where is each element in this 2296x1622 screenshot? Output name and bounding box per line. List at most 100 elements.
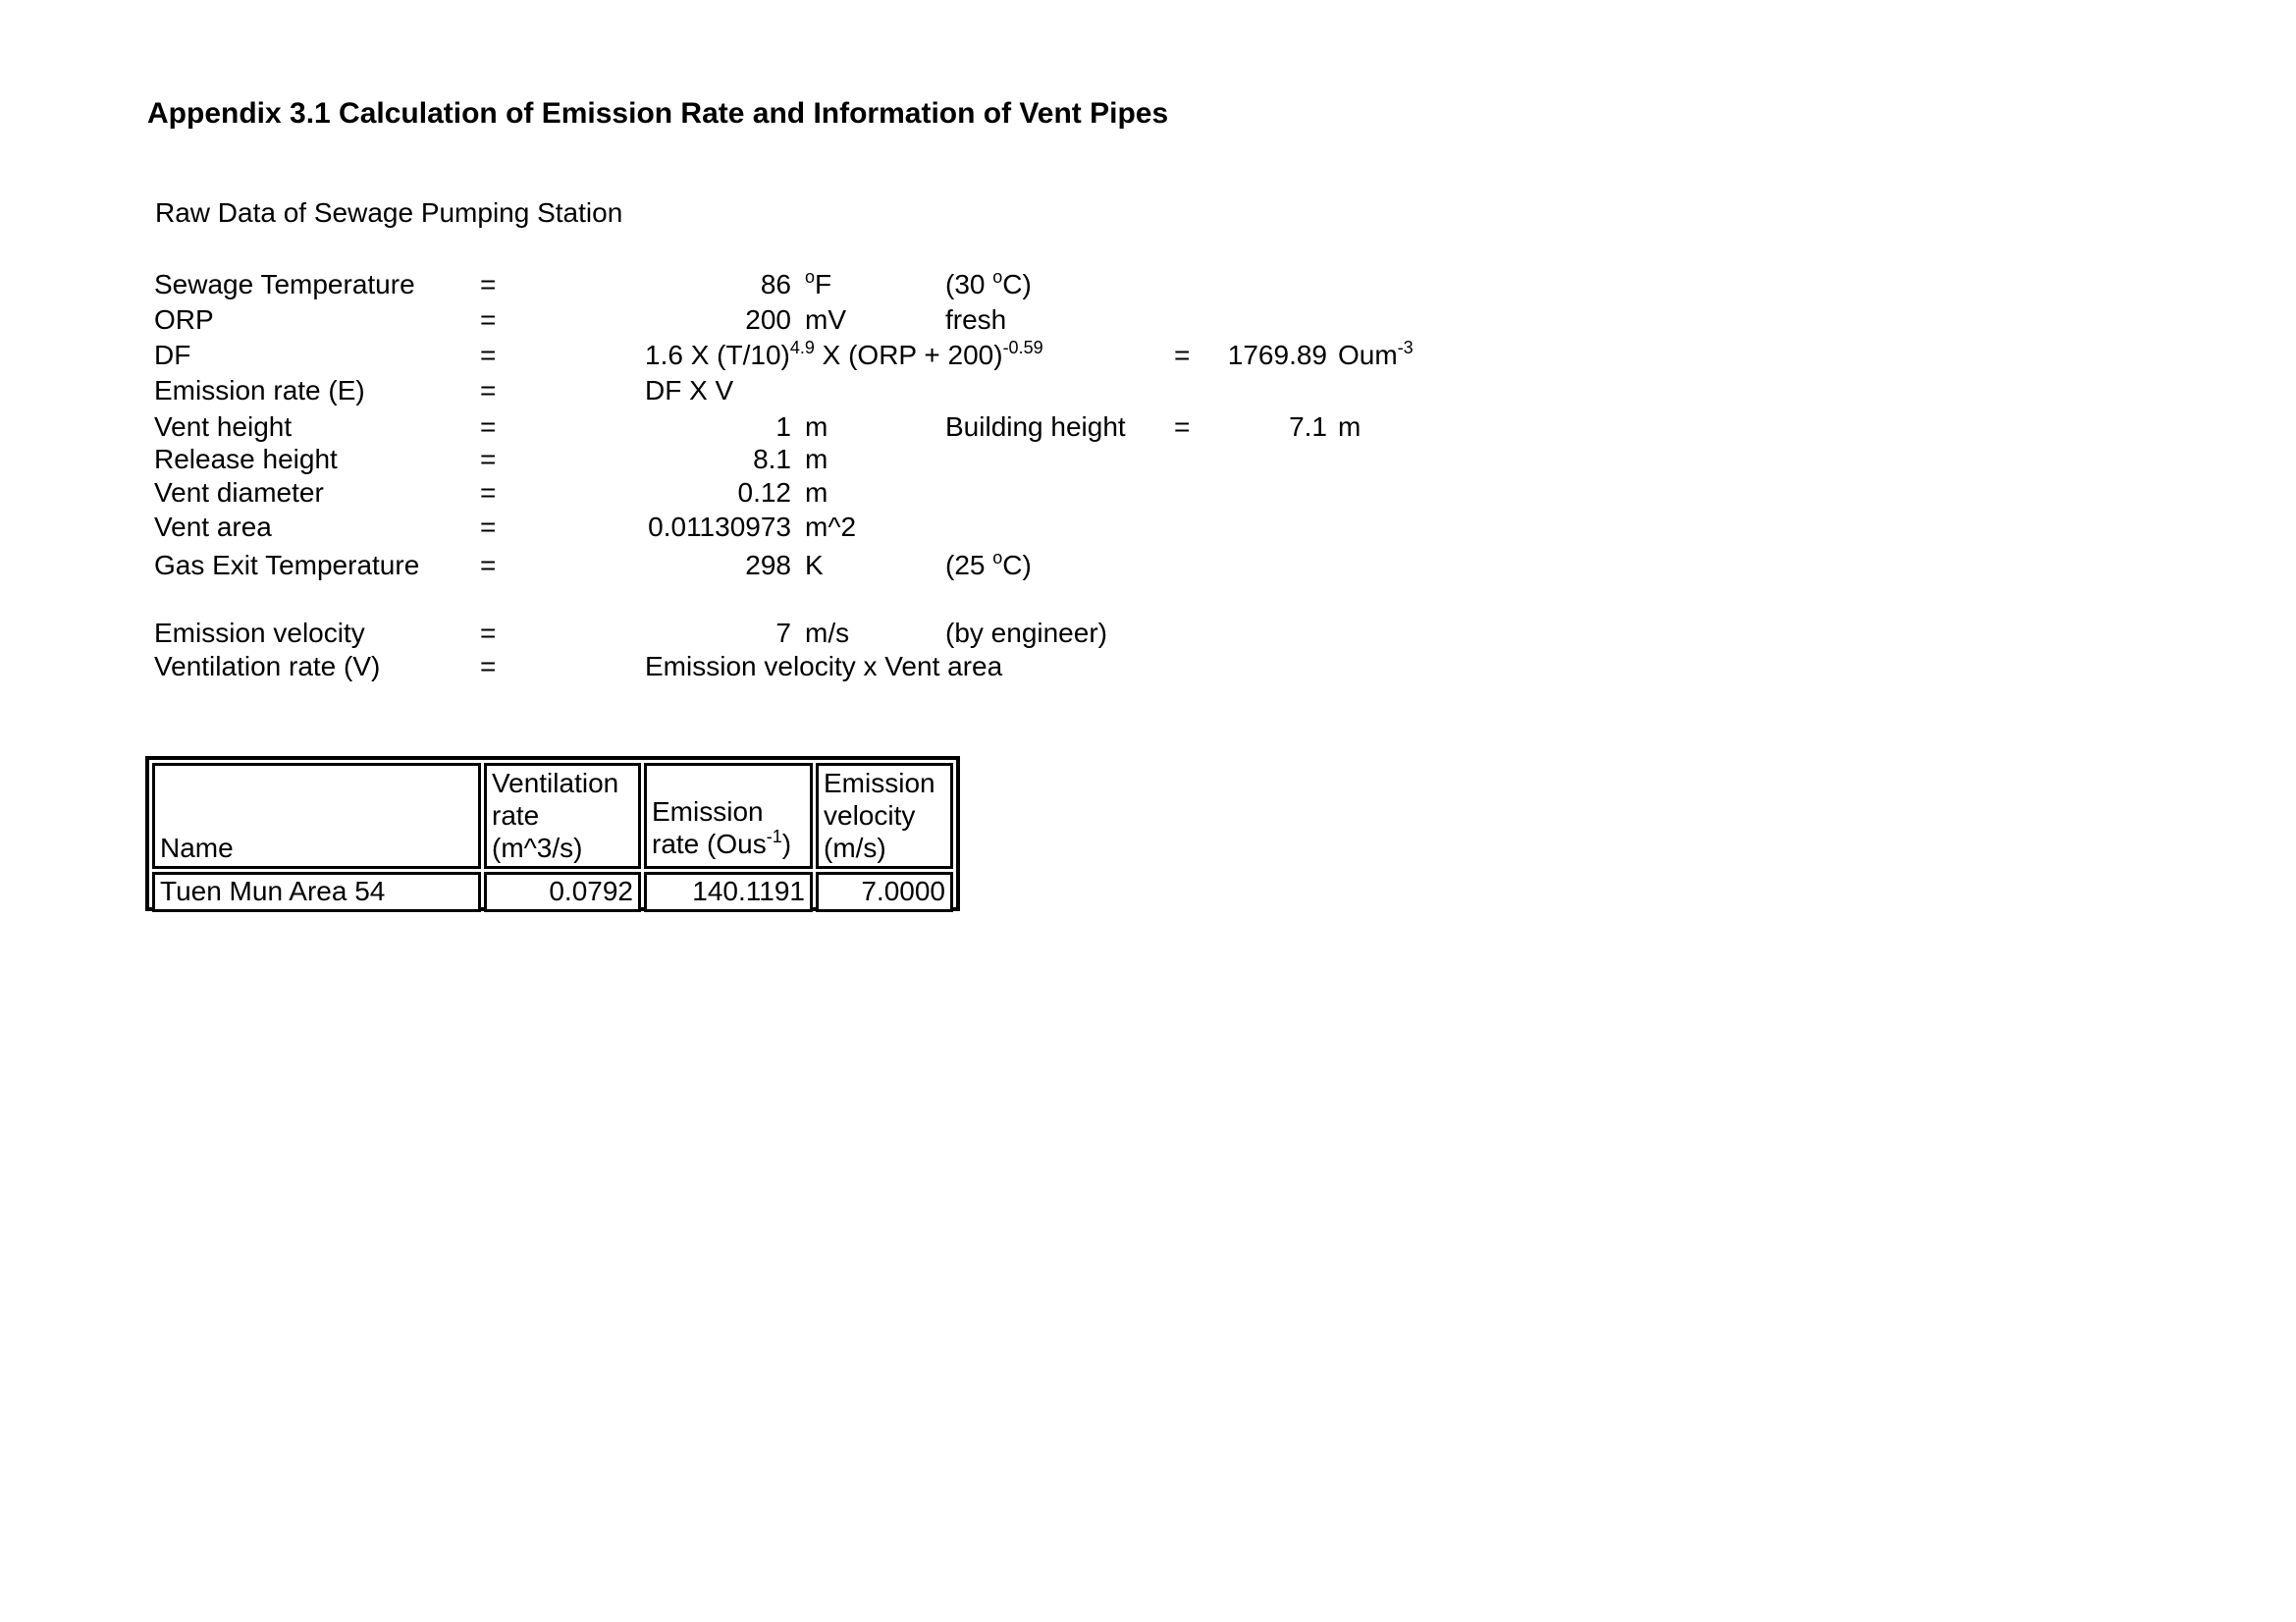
note-post: C) [1002,550,1032,580]
row-unit: Oum-3 [1338,338,1414,376]
header-cell-emission-rate: Emission rate (Ous-1) [644,763,813,869]
building-height-label: Building height [945,411,1126,442]
table-row: Tuen Mun Area 54 0.0792 140.1191 7.0000 [152,872,953,912]
equals-sign: = [480,550,497,580]
equals-sign: = [480,269,497,299]
unit-base: Oum [1338,340,1398,370]
page-title: Appendix 3.1 Calculation of Emission Rat… [147,97,1169,130]
header-line: Emission [824,768,935,798]
header-unit-post: ) [781,829,792,859]
equals-sign: = [480,618,497,648]
row-ventilation-rate: Ventilation rate (V) = Emission velocity… [0,649,2296,684]
row-unit: K [805,550,824,580]
row-release-height: Release height = 8.1 m [0,442,2296,477]
row-emission-velocity: Emission velocity = 7 m/s (by engineer) [0,616,2296,651]
section-heading: Raw Data of Sewage Pumping Station [155,197,623,228]
header-line: rate (m^3/s) [492,800,583,863]
exponent: -1 [766,827,782,846]
row-label: Gas Exit Temperature [154,550,420,580]
row-note: (25 oC) [945,548,1032,586]
building-height-unit: m [1338,411,1362,442]
formula-part: 1.6 X (T/10) [645,340,790,370]
row-note: (30 oC) [945,267,1032,305]
table-header-row: Name Ventilation rate (m^3/s) Emission r… [152,763,953,869]
exponent: -3 [1397,338,1414,357]
exponent: -0.59 [1002,338,1043,357]
cell-station-name: Tuen Mun Area 54 [152,872,481,912]
row-unit: m/s [805,618,850,648]
equals-sign: = [480,512,497,542]
vent-pipes-table: Name Ventilation rate (m^3/s) Emission r… [145,756,960,912]
degree-symbol: o [992,267,1003,287]
row-value: 200 [745,304,791,335]
equals-sign: = [480,477,497,508]
equals-sign: = [480,340,497,370]
row-value: 1 [775,411,791,442]
equals-sign: = [480,444,497,474]
cell-ventilation-rate: 0.0792 [484,872,641,912]
equals-sign: = [480,411,497,442]
row-value: 0.12 [737,477,792,508]
note-pre: (30 [945,269,993,299]
row-label: ORP [154,304,214,335]
row-label: Release height [154,444,338,474]
row-emission-rate: Emission rate (E) = DF X V [0,373,2296,408]
row-sewage-temperature: Sewage Temperature = 86 oF (30 oC) [0,267,2296,302]
equals-sign: = [1174,340,1191,370]
header-line: velocity [824,800,916,831]
header-line: Ventilation [492,768,619,798]
row-value: 8.1 [753,444,791,474]
header-cell-name: Name [152,763,481,869]
header-line: Emission [652,796,764,827]
header-line: rate (Ous-1) [652,827,805,864]
row-gas-exit-temperature: Gas Exit Temperature = 298 K (25 oC) [0,548,2296,583]
row-value: 7 [775,618,791,648]
row-vent-height: Vent height = 1 m Building height = 7.1 … [0,409,2296,445]
equals-sign: = [480,375,497,406]
row-label: DF [154,340,191,370]
equals-sign: = [480,304,497,335]
row-value: 1769.89 [1227,340,1327,370]
building-height-value: 7.1 [1289,411,1327,442]
row-unit: m [805,444,828,474]
row-vent-diameter: Vent diameter = 0.12 m [0,475,2296,511]
row-note: (by engineer) [945,618,1107,648]
row-label: Vent diameter [154,477,324,508]
row-unit: oF [805,267,831,305]
degree-symbol: o [992,548,1003,568]
row-label: Ventilation rate (V) [154,651,381,681]
row-label: Sewage Temperature [154,269,415,299]
header-unit-pre: rate (Ous [652,829,767,859]
cell-emission-velocity: 7.0000 [816,872,953,912]
row-label: Emission rate (E) [154,375,365,406]
row-label: Vent area [154,512,272,542]
emission-rate-formula: DF X V [645,375,734,406]
header-line: (m/s) [824,833,886,863]
row-df: DF = 1.6 X (T/10)4.9 X (ORP + 200)-0.59 … [0,338,2296,373]
unit-letter: F [815,269,832,299]
header-cell-emission-velocity: Emission velocity (m/s) [816,763,953,869]
note-post: C) [1002,269,1032,299]
row-unit: m [805,411,828,442]
df-formula: 1.6 X (T/10)4.9 X (ORP + 200)-0.59 [645,338,1043,376]
row-label: Vent height [154,411,293,442]
header-cell-ventilation-rate: Ventilation rate (m^3/s) [484,763,641,869]
note-pre: (25 [945,550,993,580]
formula-part: X (ORP + 200) [814,340,1003,370]
row-value: 0.01130973 [648,512,791,542]
row-note: fresh [945,304,1007,335]
row-orp: ORP = 200 mV fresh [0,302,2296,338]
cell-emission-rate: 140.1191 [644,872,813,912]
equals-sign: = [480,651,497,681]
row-unit: mV [805,304,846,335]
ventilation-rate-formula: Emission velocity x Vent area [645,651,1003,681]
row-vent-area: Vent area = 0.01130973 m^2 [0,510,2296,545]
row-unit: m [805,477,828,508]
degree-symbol: o [805,267,816,287]
equals-sign: = [1174,411,1191,442]
row-value: 298 [745,550,791,580]
row-unit: m^2 [805,512,857,542]
row-value: 86 [760,269,791,299]
exponent: 4.9 [789,338,815,357]
